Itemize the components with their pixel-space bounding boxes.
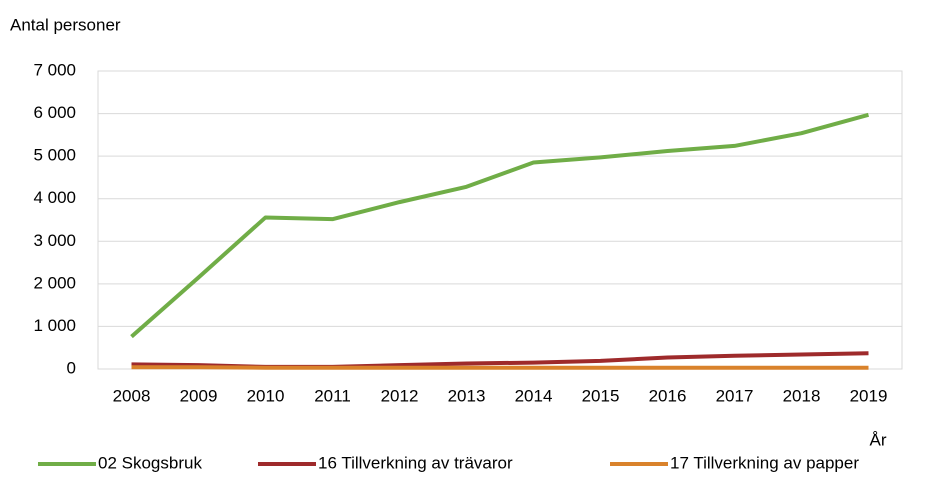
line-series xyxy=(131,351,869,369)
x-tick-label: 2017 xyxy=(716,386,754,405)
x-tick-label: 2008 xyxy=(113,386,151,405)
x-axis-title: År xyxy=(870,430,887,449)
y-tick-label: 4 000 xyxy=(33,188,76,207)
y-tick-label: 1 000 xyxy=(33,316,76,335)
legend-label: 02 Skogsbruk xyxy=(98,453,202,472)
x-tick-label: 2018 xyxy=(783,386,821,405)
y-tick-label: 3 000 xyxy=(33,231,76,250)
legend-label: 16 Tillverkning av trävaror xyxy=(318,453,513,472)
y-tick-label: 2 000 xyxy=(33,273,76,292)
line-series xyxy=(130,112,870,339)
x-tick-label: 2013 xyxy=(448,386,486,405)
x-tick-label: 2010 xyxy=(247,386,285,405)
x-tick-label: 2016 xyxy=(649,386,687,405)
x-tick-label: 2011 xyxy=(314,386,351,405)
x-tick-label: 2015 xyxy=(582,386,620,405)
y-tick-label: 5 000 xyxy=(33,146,76,165)
plot-border xyxy=(97,70,903,370)
legend-label: 17 Tillverkning av papper xyxy=(670,453,859,472)
x-tick-label: 2012 xyxy=(381,386,419,405)
x-tick-label: 2019 xyxy=(850,386,888,405)
y-axis-title: Antal personer xyxy=(10,15,121,34)
y-tick-label: 6 000 xyxy=(33,103,76,122)
y-tick-label: 7 000 xyxy=(33,60,76,79)
x-tick-label: 2014 xyxy=(515,386,553,405)
y-tick-label: 0 xyxy=(67,358,76,377)
x-tick-label: 2009 xyxy=(180,386,218,405)
